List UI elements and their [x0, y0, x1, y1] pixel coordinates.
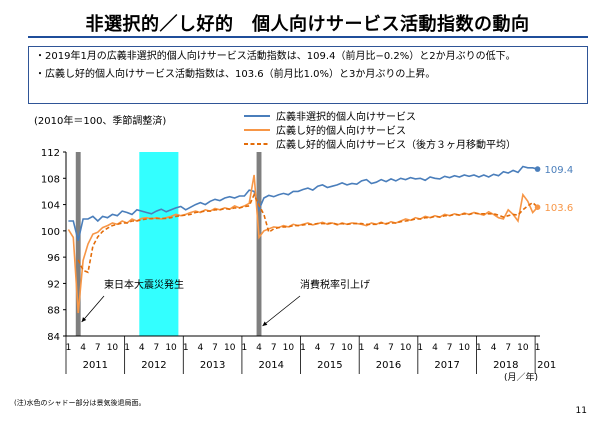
x-year-label: 2014 — [259, 360, 284, 371]
x-month-label: 10 — [341, 343, 353, 353]
x-year-label: 2018 — [493, 360, 518, 371]
x-month-label: 10 — [283, 343, 295, 353]
end-label-nonselective: 109.4 — [545, 165, 574, 176]
x-month-label: 1 — [535, 343, 541, 353]
x-month-label: 1 — [417, 343, 423, 353]
event-bar-2 — [256, 152, 262, 336]
x-year-label: 2012 — [141, 360, 166, 371]
chart-legend: 広義非選択的個人向けサービス広義し好的個人向けサービス広義し好的個人向けサービス… — [244, 110, 516, 151]
x-month-label: 7 — [447, 343, 453, 353]
x-month-label: 7 — [329, 343, 335, 353]
event-bar-1 — [75, 152, 81, 336]
x-month-label: 7 — [212, 343, 218, 353]
page-number: 11 — [575, 406, 587, 416]
x-month-label: 1 — [300, 343, 306, 353]
x-unit-label: (月／年) — [504, 371, 538, 383]
x-month-label: 4 — [373, 343, 379, 353]
x-month-label: 7 — [95, 343, 101, 353]
event-label-1: 東日本大震災発生 — [104, 278, 184, 291]
x-month-label: 4 — [315, 343, 321, 353]
summary-bullet-1: ・2019年1月の広義非選択的個人向けサービス活動指数は、109.4（前月比−0… — [35, 51, 516, 62]
summary-bullet-2: ・広義し好的個人向けサービス活動指数は、103.6（前月比1.0%）と3か月ぶり… — [35, 69, 436, 80]
x-month-label: 1 — [66, 343, 72, 353]
nonselective-line — [68, 165, 538, 241]
x-month-label: 7 — [271, 343, 277, 353]
x-month-label: 10 — [517, 343, 529, 353]
activity-index-chart: (2010年＝100、季節調整済) 広義非選択的個人向けサービス広義し好的個人向… — [34, 110, 573, 383]
y-tick-label: 112 — [41, 148, 60, 159]
x-month-label: 4 — [139, 343, 145, 353]
y-tick-label: 92 — [47, 279, 60, 290]
end-label-selective: 103.6 — [545, 203, 574, 214]
page-title: 非選択的／し好的 個人向けサービス活動指数の動向 — [85, 14, 530, 35]
x-month-label: 10 — [165, 343, 177, 353]
event-arrow-2 — [262, 295, 301, 327]
event-label-2: 消費税率引上げ — [300, 278, 370, 291]
y-tick-label: 96 — [47, 253, 60, 264]
title-underline — [28, 36, 588, 38]
x-year-label: 2011 — [83, 360, 108, 371]
x-year-label: 2016 — [376, 360, 401, 371]
x-year-label: 2015 — [317, 360, 342, 371]
x-year-label: 2013 — [200, 360, 225, 371]
x-month-label: 4 — [80, 343, 86, 353]
end-marker-nonselective — [534, 166, 541, 172]
y-tick-label: 100 — [41, 227, 60, 238]
x-year-label: 2017 — [434, 360, 459, 371]
selective-line — [67, 174, 539, 314]
x-month-label: 1 — [241, 343, 247, 353]
x-month-label: 4 — [256, 343, 262, 353]
y-tick-label: 104 — [41, 201, 60, 212]
y-tick-label: 84 — [47, 332, 60, 343]
x-month-label: 10 — [107, 343, 119, 353]
x-month-label: 7 — [505, 343, 511, 353]
x-month-label: 10 — [224, 343, 236, 353]
x-month-label: 4 — [432, 343, 438, 353]
footnote: (注)水色のシャドー部分は景気後退局面。 — [14, 399, 146, 407]
x-month-label: 1 — [359, 343, 365, 353]
event-arrowhead-2 — [262, 321, 268, 326]
recession-shade — [139, 152, 179, 336]
legend-label-1: 広義非選択的個人向けサービス — [276, 110, 416, 123]
x-year-label: 201 — [537, 360, 556, 371]
event-arrow-1 — [81, 295, 105, 323]
x-month-label: 7 — [154, 343, 160, 353]
base-note: (2010年＝100、季節調整済) — [34, 114, 166, 127]
end-marker-selective — [534, 204, 541, 210]
legend-label-3: 広義し好的個人向けサービス（後方３ヶ月移動平均） — [276, 138, 516, 151]
x-month-label: 10 — [459, 343, 471, 353]
x-month-label: 1 — [476, 343, 482, 353]
x-month-label: 4 — [491, 343, 497, 353]
x-month-label: 10 — [400, 343, 412, 353]
x-month-label: 4 — [198, 343, 204, 353]
legend-label-2: 広義し好的個人向けサービス — [276, 124, 406, 137]
x-month-label: 1 — [183, 343, 189, 353]
summary-box: ・2019年1月の広義非選択的個人向けサービス活動指数は、109.4（前月比−0… — [28, 46, 588, 104]
x-month-label: 1 — [124, 343, 130, 353]
event-arrowhead-1 — [81, 317, 87, 322]
y-tick-label: 108 — [41, 174, 60, 185]
x-month-label: 7 — [388, 343, 394, 353]
y-tick-label: 88 — [47, 306, 60, 317]
